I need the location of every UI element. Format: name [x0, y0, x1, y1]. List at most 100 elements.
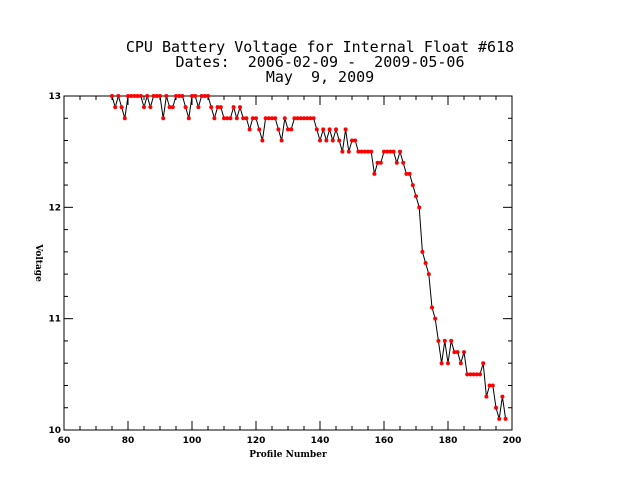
data-point	[254, 116, 258, 121]
data-point	[186, 116, 191, 121]
data-point	[385, 149, 390, 154]
data-point	[257, 127, 262, 132]
data-points	[110, 94, 508, 421]
data-point	[420, 249, 425, 254]
data-point	[295, 116, 300, 121]
data-point	[138, 94, 143, 98]
data-point	[481, 361, 486, 366]
chart-title-line-1: CPU Battery Voltage for Internal Float #…	[125, 38, 515, 56]
data-point	[244, 116, 249, 121]
data-point	[417, 205, 422, 210]
data-point	[183, 105, 188, 110]
data-point	[110, 94, 114, 98]
data-point	[119, 105, 124, 110]
data-point	[407, 171, 412, 176]
data-point	[500, 394, 505, 399]
data-point	[334, 127, 338, 132]
y-tick-label: 11	[48, 315, 61, 325]
data-point	[439, 361, 444, 366]
data-point	[241, 116, 246, 121]
data-point	[404, 171, 409, 176]
data-point	[279, 138, 284, 143]
data-point	[378, 160, 383, 165]
data-point	[270, 116, 274, 121]
data-point	[359, 149, 364, 154]
data-point	[426, 272, 431, 277]
data-point	[414, 194, 418, 199]
data-point	[206, 94, 210, 98]
data-point	[263, 116, 268, 121]
data-point	[388, 149, 393, 154]
data-point	[250, 116, 255, 121]
data-point	[170, 105, 175, 110]
data-point	[145, 94, 150, 98]
data-point	[362, 149, 367, 154]
data-point	[126, 94, 130, 98]
data-point	[286, 127, 290, 132]
data-point	[228, 116, 233, 121]
data-point	[375, 160, 380, 165]
data-point	[142, 105, 146, 110]
data-point	[209, 105, 214, 110]
x-tick-label: 200	[503, 436, 522, 446]
data-point	[350, 138, 354, 143]
data-point	[113, 105, 118, 110]
data-point	[215, 105, 220, 110]
data-point	[401, 160, 406, 165]
y-tick-label: 13	[48, 92, 61, 102]
data-point	[337, 138, 342, 143]
data-point	[449, 338, 454, 343]
data-point	[442, 338, 447, 343]
chart-title-line-2: Dates: 2006-02-09 - 2009-05-06	[175, 53, 465, 71]
axis-tick-labels: 60 80 100 120 140 160 180 200 10 11 12 13	[48, 92, 521, 446]
data-point	[497, 416, 502, 421]
data-point	[455, 350, 460, 355]
data-point	[199, 94, 204, 98]
data-point	[161, 116, 166, 121]
data-point	[465, 372, 470, 377]
x-tick-label: 140	[311, 436, 330, 446]
data-point	[327, 127, 332, 132]
x-tick-label: 80	[122, 436, 135, 446]
data-point	[484, 394, 489, 399]
data-point	[132, 94, 137, 98]
data-point	[305, 116, 310, 121]
data-point	[462, 350, 466, 355]
data-point	[129, 94, 134, 98]
data-point	[343, 127, 348, 132]
data-point	[446, 361, 450, 366]
data-point	[468, 372, 473, 377]
data-point	[308, 116, 313, 121]
data-point	[289, 127, 294, 132]
data-point	[369, 149, 374, 154]
data-point	[154, 94, 159, 98]
data-point	[452, 350, 457, 355]
data-point	[487, 383, 492, 388]
data-point	[458, 361, 463, 366]
data-point	[356, 149, 361, 154]
data-point	[151, 94, 156, 98]
data-point	[164, 94, 169, 98]
data-point	[148, 105, 153, 110]
x-axis-label: Profile Number	[249, 450, 327, 460]
data-point	[353, 138, 358, 143]
data-point	[174, 94, 178, 98]
x-tick-label: 120	[247, 436, 266, 446]
data-point	[298, 116, 303, 121]
x-tick-label: 60	[58, 436, 71, 446]
data-point	[247, 127, 252, 132]
data-point	[410, 183, 415, 188]
data-point	[330, 138, 335, 143]
data-point	[490, 383, 495, 388]
data-point	[158, 94, 162, 98]
data-point	[311, 116, 316, 121]
x-tick-label: 160	[375, 436, 394, 446]
data-point	[116, 94, 121, 98]
data-point	[276, 127, 281, 132]
data-point	[225, 116, 230, 121]
data-point	[471, 372, 476, 377]
data-point	[478, 372, 482, 377]
data-point	[382, 149, 386, 154]
y-axis-label: Voltage	[33, 243, 43, 282]
